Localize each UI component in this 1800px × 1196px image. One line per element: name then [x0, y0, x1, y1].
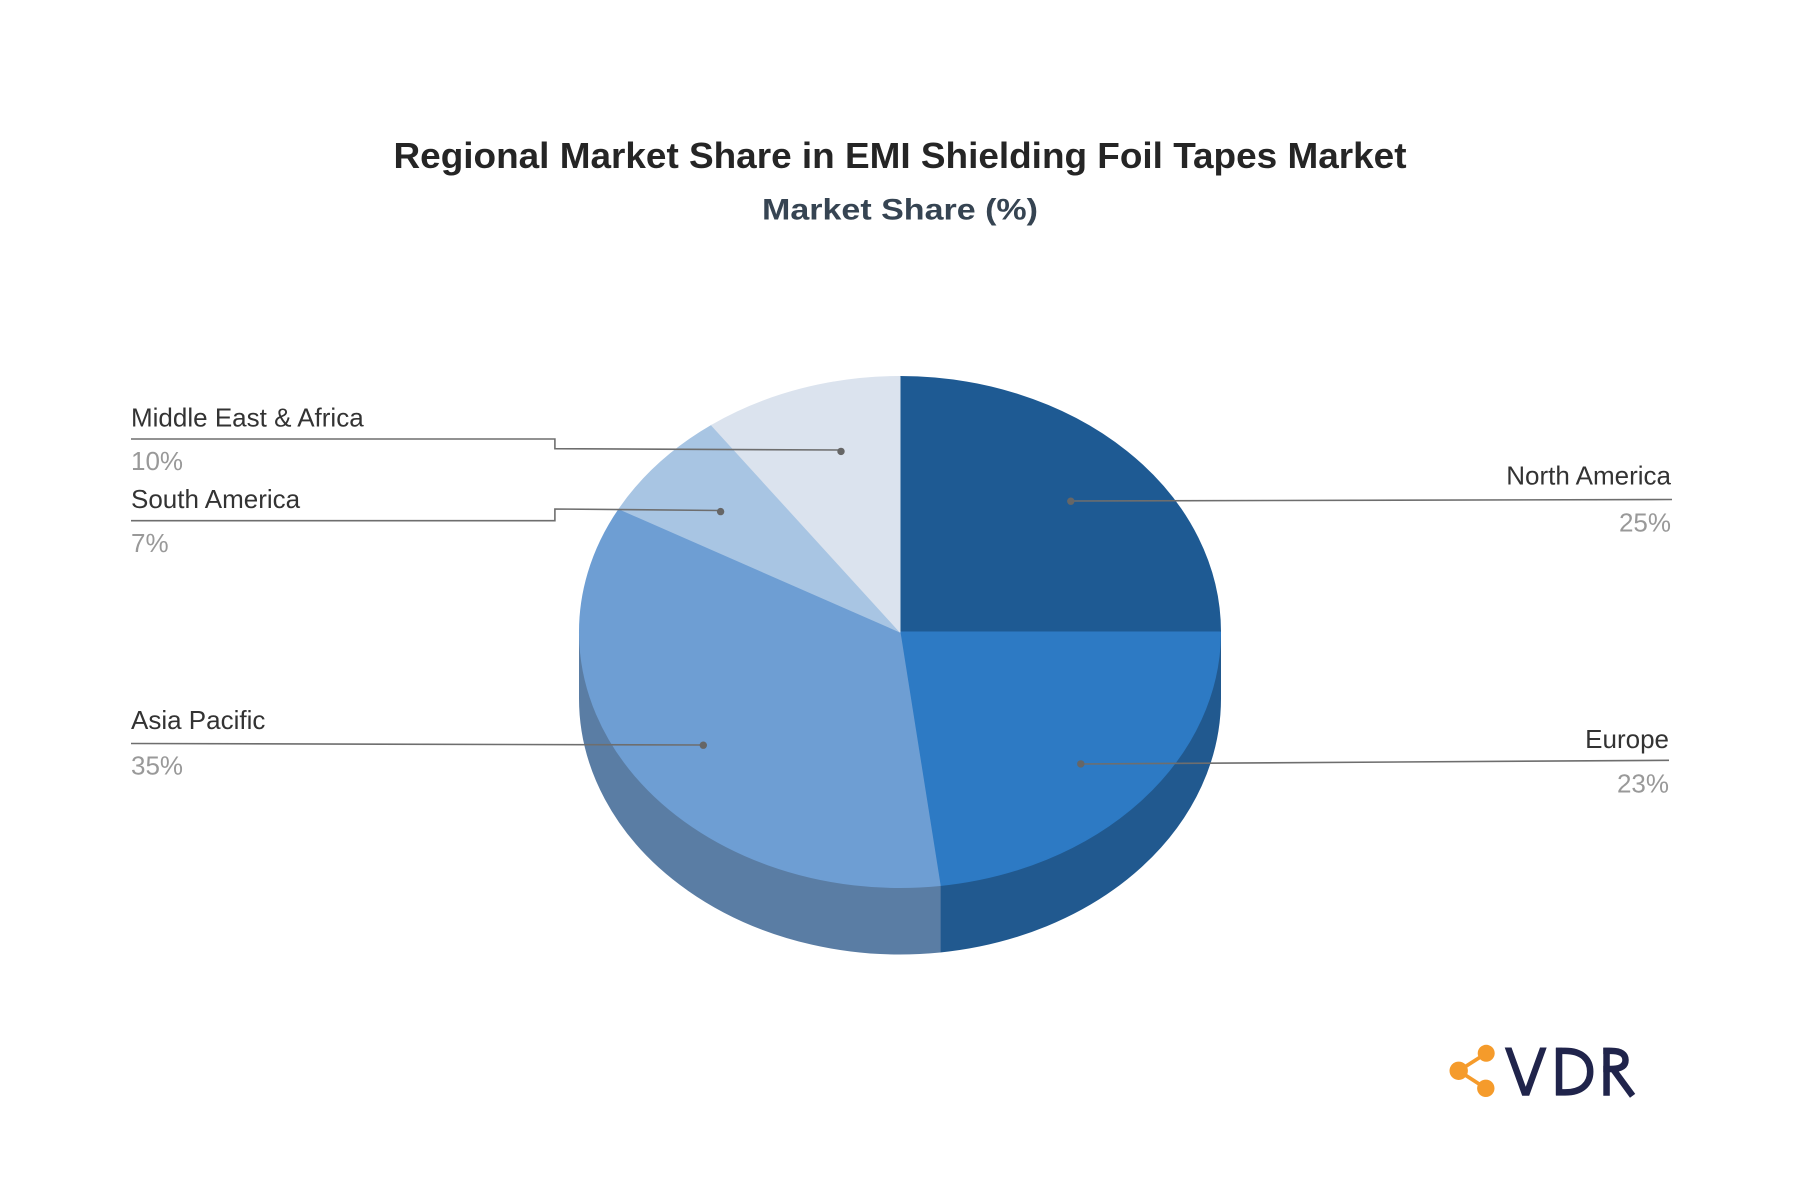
svg-text:Regional Market Share in EMI S: Regional Market Share in EMI Shielding F… [394, 135, 1407, 176]
svg-text:South America: South America [131, 484, 301, 514]
svg-text:7%: 7% [131, 528, 169, 558]
svg-text:35%: 35% [131, 751, 183, 781]
svg-text:Asia Pacific: Asia Pacific [131, 705, 265, 735]
svg-text:North America: North America [1506, 460, 1671, 490]
svg-text:23%: 23% [1617, 769, 1669, 799]
svg-text:Middle East & Africa: Middle East & Africa [131, 402, 364, 432]
svg-text:Market Share (%): Market Share (%) [762, 194, 1038, 227]
svg-text:Europe: Europe [1585, 724, 1669, 754]
svg-text:25%: 25% [1619, 508, 1671, 538]
svg-text:10%: 10% [131, 446, 183, 476]
